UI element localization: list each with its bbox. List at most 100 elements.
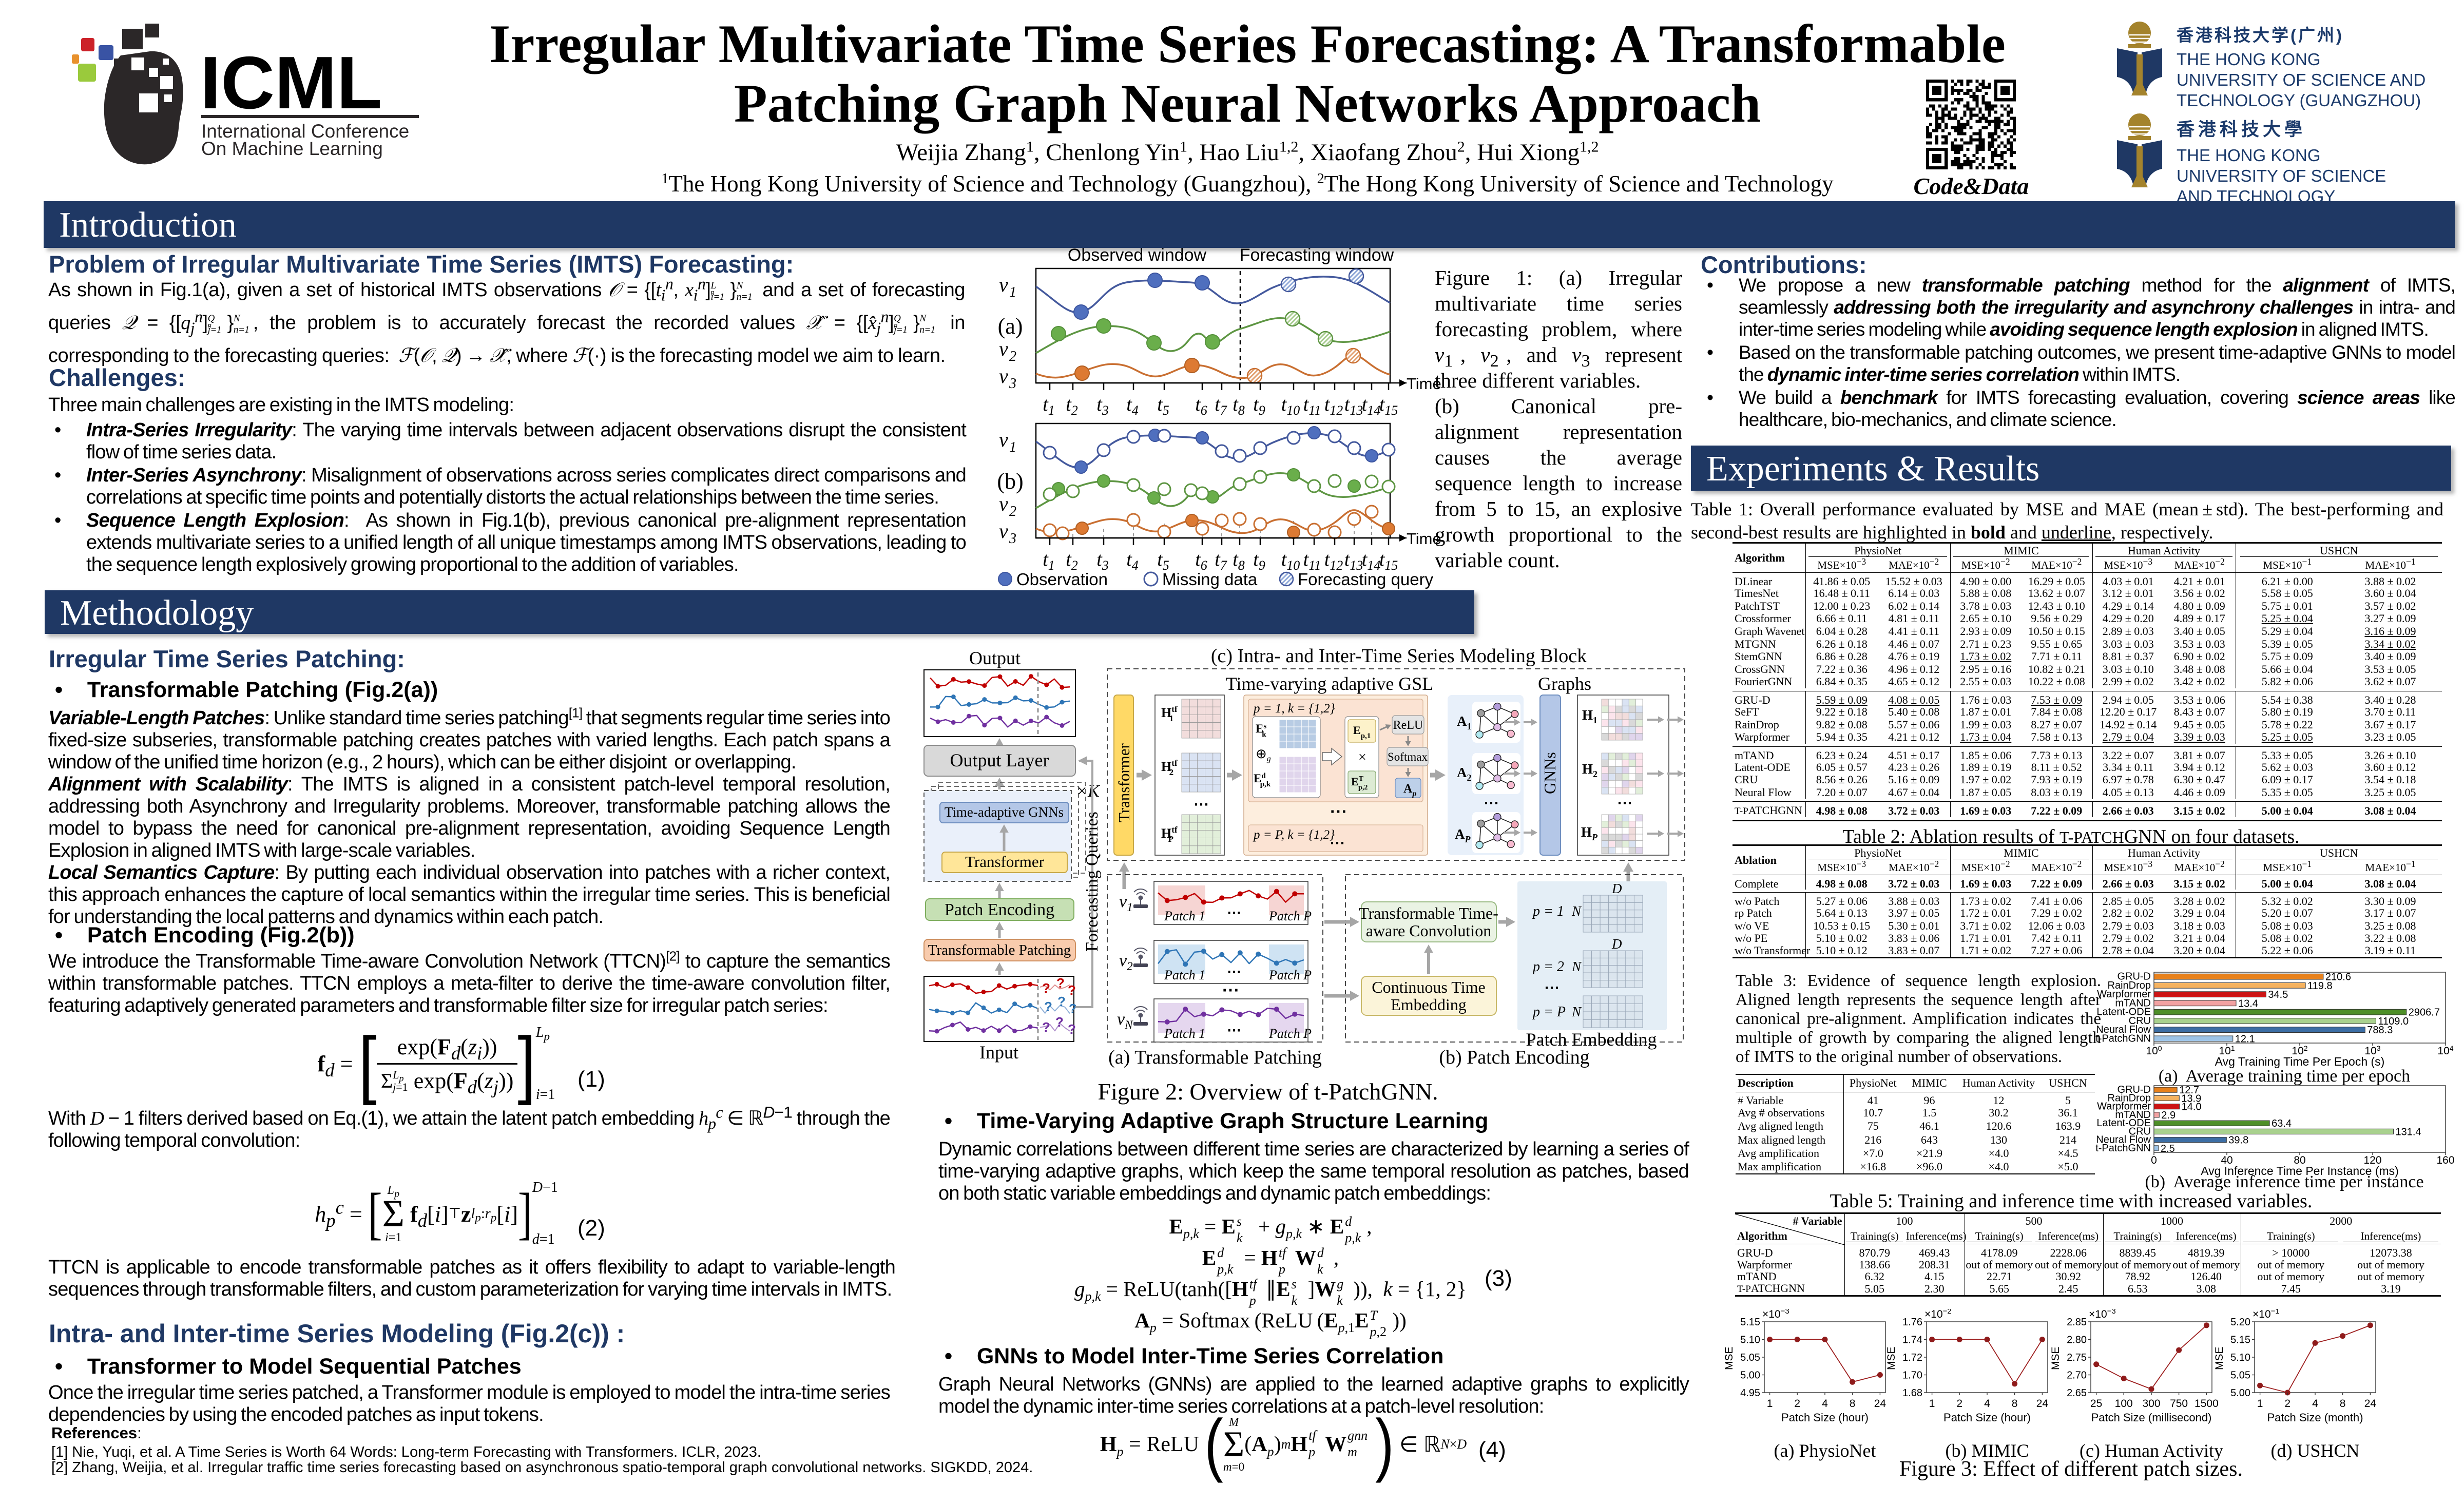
svg-text:2.9: 2.9 bbox=[2161, 1110, 2176, 1121]
svg-text:t8: t8 bbox=[1233, 549, 1245, 573]
svg-text:ReLU: ReLU bbox=[1393, 719, 1423, 732]
svg-text:v: v bbox=[999, 492, 1008, 515]
svg-text:Continuous Time: Continuous Time bbox=[1372, 978, 1485, 996]
svg-text:×10−1: ×10−1 bbox=[2253, 1309, 2280, 1320]
svg-text:1: 1 bbox=[1767, 1398, 1773, 1410]
svg-text:Warpformer: Warpformer bbox=[2097, 989, 2151, 1000]
svg-text:2.75: 2.75 bbox=[2067, 1352, 2087, 1363]
svg-text:Missing data: Missing data bbox=[1162, 570, 1258, 589]
svg-text:Warpformer: Warpformer bbox=[2097, 1101, 2151, 1112]
svg-text:v: v bbox=[999, 428, 1008, 451]
svg-text:14.0: 14.0 bbox=[2182, 1102, 2202, 1113]
svg-text:5.00: 5.00 bbox=[1740, 1370, 1760, 1381]
svg-text:(b) Patch Encoding: (b) Patch Encoding bbox=[1439, 1047, 1589, 1068]
svg-text:Forecasting query: Forecasting query bbox=[1298, 570, 1434, 589]
svg-text:120: 120 bbox=[2363, 1154, 2381, 1166]
svg-text:(c) Human Activity: (c) Human Activity bbox=[2080, 1440, 2223, 1461]
svg-text:MSE: MSE bbox=[2213, 1346, 2225, 1370]
svg-text:MSE: MSE bbox=[1885, 1346, 1897, 1370]
svg-text:2.65: 2.65 bbox=[2067, 1387, 2087, 1399]
svg-text:?: ? bbox=[1057, 994, 1066, 1009]
svg-text:t6: t6 bbox=[1195, 394, 1207, 418]
svg-text:5.15: 5.15 bbox=[2230, 1335, 2250, 1346]
svg-text:GNNs: GNNs bbox=[1541, 752, 1559, 794]
svg-text:t3: t3 bbox=[1096, 549, 1109, 573]
svg-text:?: ? bbox=[1044, 999, 1052, 1014]
svg-text:(a) PhysioNet: (a) PhysioNet bbox=[1774, 1440, 1876, 1461]
svg-text:v: v bbox=[999, 364, 1008, 388]
svg-text:t15: t15 bbox=[1379, 394, 1398, 418]
svg-text:mTAND: mTAND bbox=[2115, 1109, 2151, 1121]
svg-text:?: ? bbox=[1055, 1014, 1064, 1030]
svg-text:2.70: 2.70 bbox=[2067, 1370, 2087, 1381]
svg-text:12.1: 12.1 bbox=[2235, 1033, 2255, 1045]
svg-text:25: 25 bbox=[2090, 1398, 2102, 1410]
svg-text:2: 2 bbox=[1009, 349, 1016, 364]
svg-text:5.15: 5.15 bbox=[1740, 1317, 1760, 1328]
svg-text:1: 1 bbox=[1929, 1398, 1935, 1410]
svg-text:(d) USHCN: (d) USHCN bbox=[2270, 1440, 2359, 1461]
svg-text:⋯: ⋯ bbox=[1484, 795, 1499, 812]
svg-text:119.8: 119.8 bbox=[2307, 980, 2333, 992]
svg-text:RainDrop: RainDrop bbox=[2108, 980, 2151, 991]
svg-text:8: 8 bbox=[2012, 1398, 2018, 1410]
svg-text:p = P, k = {1,2}: p = P, k = {1,2} bbox=[1253, 828, 1335, 842]
svg-text:t1: t1 bbox=[1043, 394, 1055, 418]
svg-text:t9: t9 bbox=[1253, 394, 1265, 418]
svg-text:p = 2: p = 2 bbox=[1532, 959, 1564, 975]
svg-text:N: N bbox=[1571, 959, 1582, 974]
svg-text:24: 24 bbox=[2364, 1398, 2377, 1410]
svg-text:⋯: ⋯ bbox=[1194, 796, 1209, 813]
svg-text:CRU: CRU bbox=[2129, 1126, 2151, 1137]
svg-text:t11: t11 bbox=[1303, 394, 1321, 418]
svg-text:CRU: CRU bbox=[2129, 1015, 2151, 1027]
svg-text:p = 1: p = 1 bbox=[1532, 903, 1564, 919]
svg-text:p = 1, k = {1,2}: p = 1, k = {1,2} bbox=[1253, 702, 1335, 716]
svg-text:t-PatchGNN: t-PatchGNN bbox=[2095, 1143, 2151, 1154]
svg-text:4: 4 bbox=[1822, 1398, 1828, 1410]
svg-text:0: 0 bbox=[2151, 1154, 2157, 1166]
svg-text:t13: t13 bbox=[1344, 549, 1363, 573]
svg-text:Time-adaptive GNNs: Time-adaptive GNNs bbox=[945, 804, 1064, 820]
svg-text:⋯: ⋯ bbox=[1222, 980, 1239, 1000]
svg-text:5.00: 5.00 bbox=[2230, 1387, 2250, 1399]
svg-text:t5: t5 bbox=[1157, 394, 1169, 418]
svg-text:Patch P: Patch P bbox=[1268, 968, 1312, 982]
svg-text:3: 3 bbox=[1009, 531, 1016, 547]
svg-text:(c) Intra- and Inter-Time Seri: (c) Intra- and Inter-Time Series Modelin… bbox=[1211, 648, 1587, 667]
svg-text:Observed window: Observed window bbox=[1068, 245, 1207, 265]
svg-text:t7: t7 bbox=[1215, 549, 1227, 573]
svg-text:Avg Training Time Per Epoch (s: Avg Training Time Per Epoch (s) bbox=[2215, 1055, 2385, 1068]
svg-text:v: v bbox=[999, 519, 1008, 543]
svg-text:⋯: ⋯ bbox=[1227, 904, 1241, 920]
svg-text:×10−2: ×10−2 bbox=[1924, 1309, 1952, 1320]
svg-text:4.95: 4.95 bbox=[1740, 1387, 1760, 1399]
svg-text:D: D bbox=[1611, 881, 1622, 896]
svg-text:t12: t12 bbox=[1324, 549, 1343, 573]
svg-text:Output: Output bbox=[969, 648, 1021, 668]
svg-text:t1: t1 bbox=[1043, 549, 1055, 573]
svg-text:788.3: 788.3 bbox=[2367, 1025, 2393, 1036]
svg-text:?: ? bbox=[1042, 980, 1050, 996]
svg-text:131.4: 131.4 bbox=[2396, 1126, 2421, 1137]
svg-text:4: 4 bbox=[1984, 1398, 1990, 1410]
svg-text:5.05: 5.05 bbox=[1740, 1352, 1760, 1363]
svg-text:v: v bbox=[999, 337, 1008, 360]
svg-text:v2: v2 bbox=[1119, 951, 1133, 973]
svg-text:Neural Flow: Neural Flow bbox=[2096, 1134, 2151, 1146]
svg-text:p = P: p = P bbox=[1532, 1004, 1566, 1020]
svg-text:?: ? bbox=[1056, 975, 1065, 991]
svg-text:aware Convolution: aware Convolution bbox=[1366, 921, 1491, 940]
svg-text:Time-varying adaptive GSL: Time-varying adaptive GSL bbox=[1226, 673, 1434, 694]
svg-text:ICML: ICML bbox=[200, 41, 382, 124]
svg-text:34.5: 34.5 bbox=[2268, 989, 2288, 1000]
svg-text:Graphs: Graphs bbox=[1538, 673, 1591, 694]
svg-text:Forecasting Queries: Forecasting Queries bbox=[1083, 812, 1102, 952]
svg-text:t3: t3 bbox=[1096, 394, 1109, 418]
svg-text:1.70: 1.70 bbox=[1902, 1370, 1922, 1381]
svg-text:Embedding: Embedding bbox=[1391, 995, 1467, 1014]
svg-text:t14: t14 bbox=[1362, 549, 1381, 573]
svg-text:On Machine Learning: On Machine Learning bbox=[201, 138, 383, 159]
svg-text:Input: Input bbox=[979, 1042, 1018, 1063]
svg-text:Transformer: Transformer bbox=[965, 853, 1045, 871]
